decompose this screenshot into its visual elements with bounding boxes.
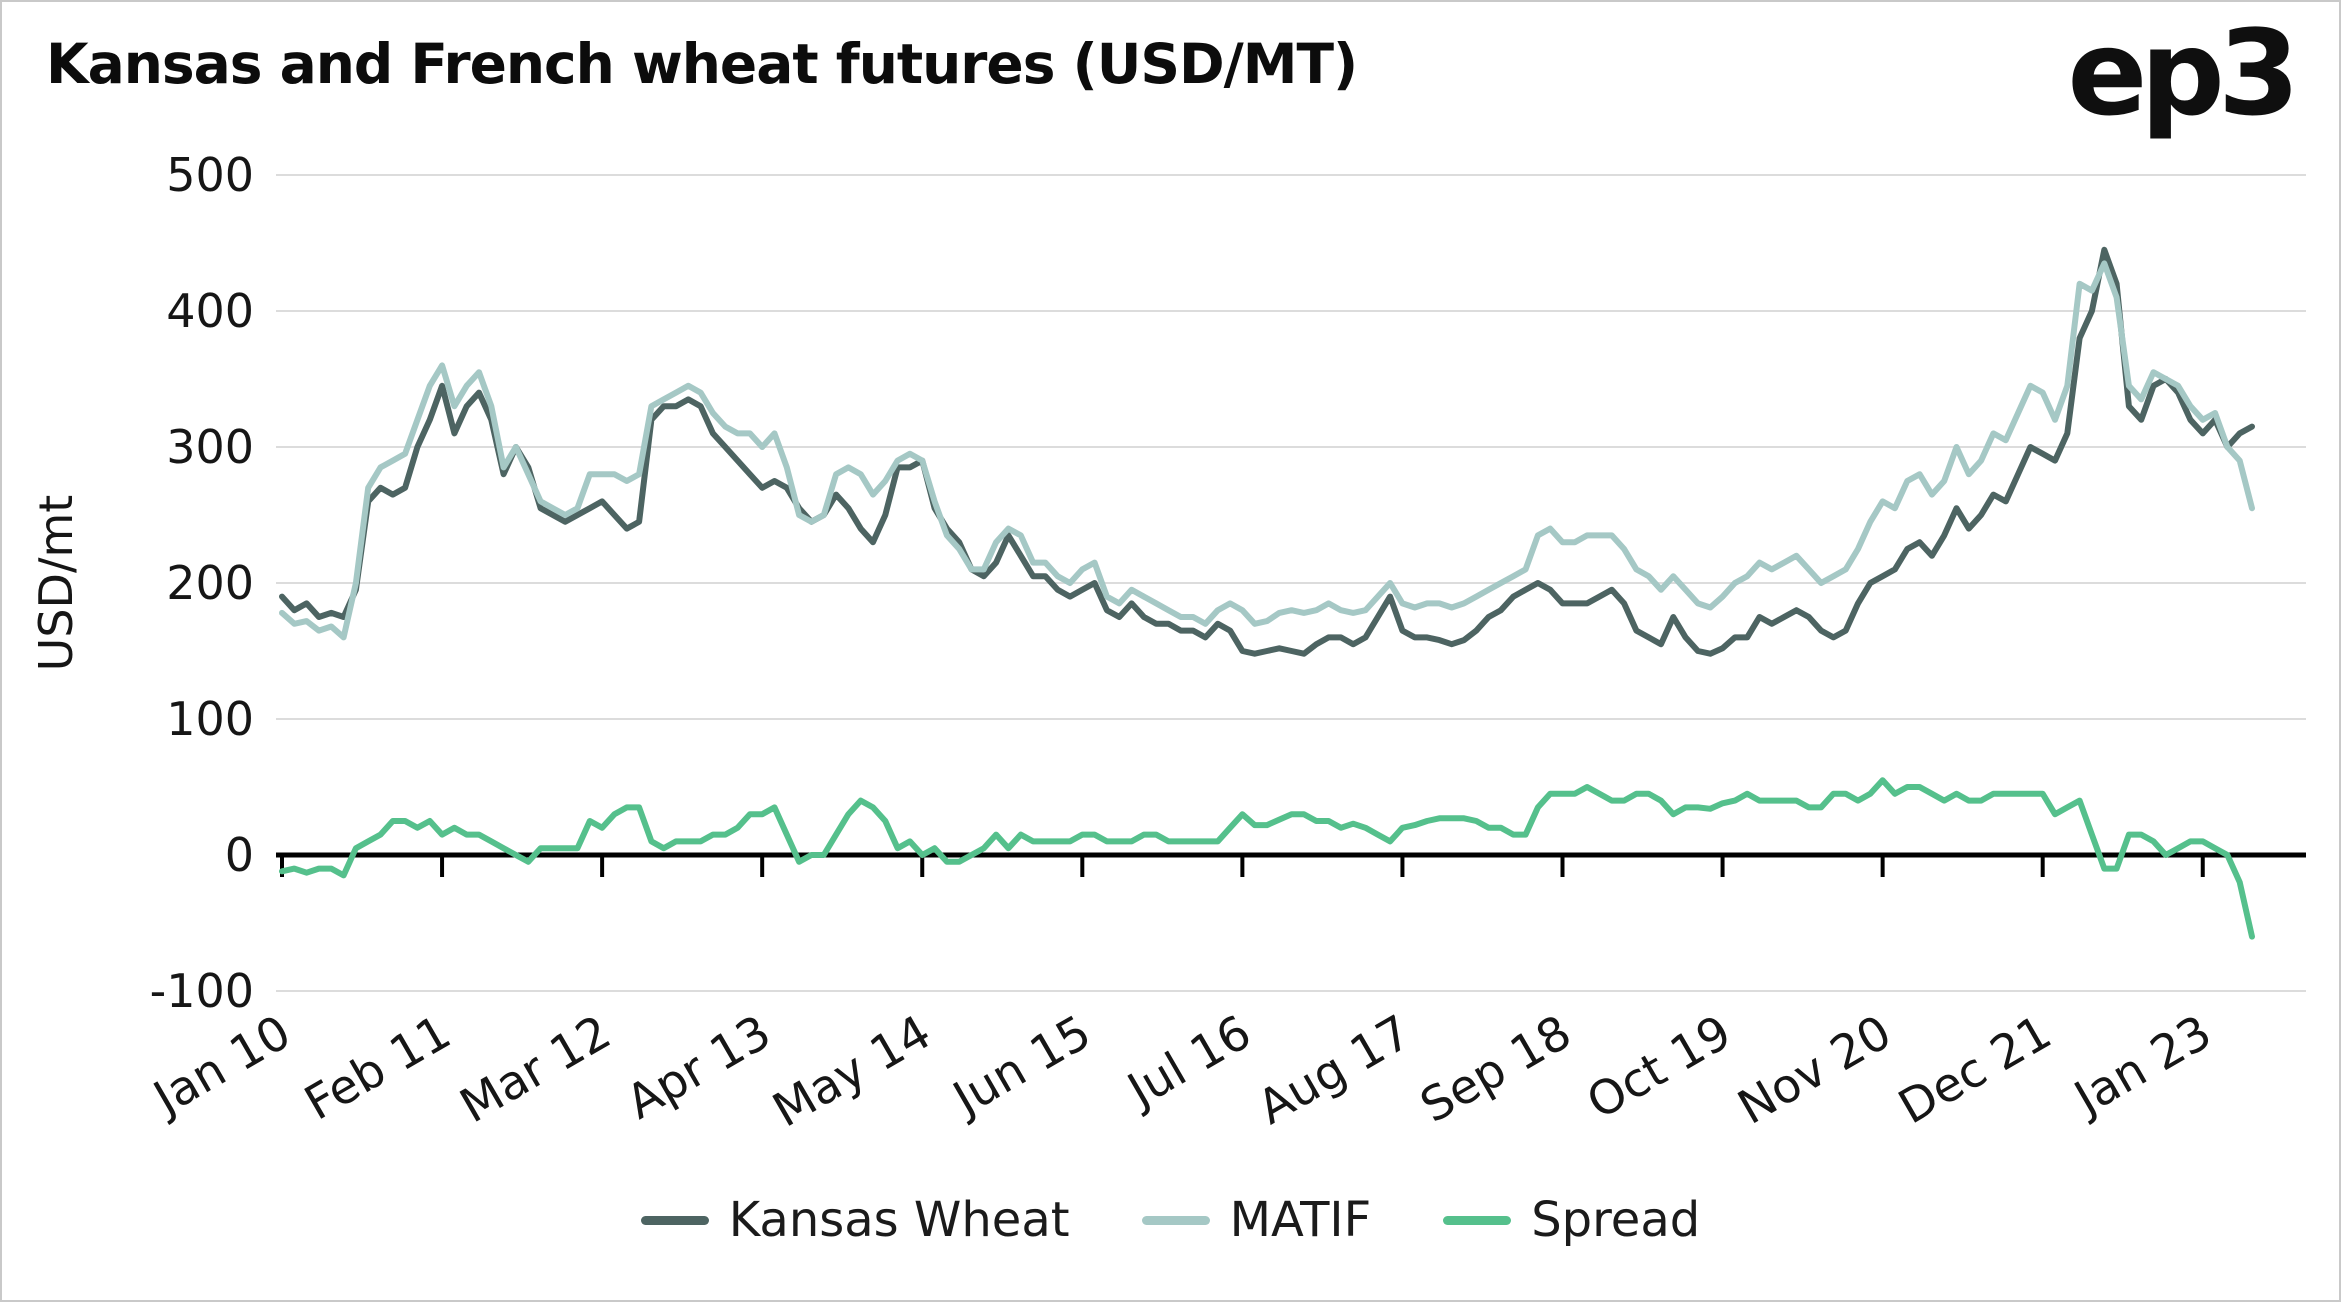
svg-text:500: 500 [166,148,254,202]
svg-text:0: 0 [225,828,254,882]
svg-text:300: 300 [166,420,254,474]
spread-swatch [1443,1215,1512,1225]
spread-line [279,777,2255,940]
kansas-wheat-swatch [640,1215,709,1225]
legend-label-matif: MATIF [1229,1192,1372,1248]
kansas-wheat-line [279,246,2255,657]
svg-text:-100: -100 [150,964,254,1018]
legend-item-spread: Spread [1443,1192,1700,1248]
ep3-logo: ep3 [2067,4,2300,142]
legend: Kansas Wheat MATIF Spread [2,1192,2339,1248]
svg-text:Nov 20: Nov 20 [1729,1005,1901,1136]
y-axis-label: USD/mt [29,495,83,672]
y-gridlines [276,174,2306,992]
svg-text:Jan 10: Jan 10 [142,1005,300,1128]
svg-text:Mar 12: Mar 12 [451,1005,620,1134]
y-tick-labels: 500 400 300 200 100 0 -100 [150,148,254,1018]
svg-text:Feb 11: Feb 11 [296,1005,460,1132]
svg-text:200: 200 [166,556,254,610]
svg-text:100: 100 [166,692,254,746]
svg-text:May 14: May 14 [764,1005,940,1139]
svg-text:Sep 18: Sep 18 [1412,1005,1581,1134]
svg-text:Oct 19: Oct 19 [1578,1005,1741,1131]
svg-text:Aug 17: Aug 17 [1249,1005,1421,1136]
svg-text:Apr 13: Apr 13 [618,1005,781,1131]
legend-label-kansas-wheat: Kansas Wheat [728,1192,1070,1248]
series-lines [279,246,2255,940]
svg-text:400: 400 [166,284,254,338]
legend-item-kansas-wheat: Kansas Wheat [640,1192,1070,1248]
page-title: Kansas and French wheat futures (USD/MT) [46,32,1358,96]
svg-text:Dec 21: Dec 21 [1890,1005,2061,1135]
legend-item-matif: MATIF [1141,1192,1372,1248]
svg-text:Jul 16: Jul 16 [1116,1005,1260,1120]
x-ticks [280,855,2205,877]
legend-label-spread: Spread [1531,1192,1701,1248]
svg-text:Jun 15: Jun 15 [942,1005,1100,1128]
svg-text:Jan 23: Jan 23 [2063,1005,2221,1128]
matif-swatch [1141,1215,1210,1225]
matif-line [279,260,2255,641]
